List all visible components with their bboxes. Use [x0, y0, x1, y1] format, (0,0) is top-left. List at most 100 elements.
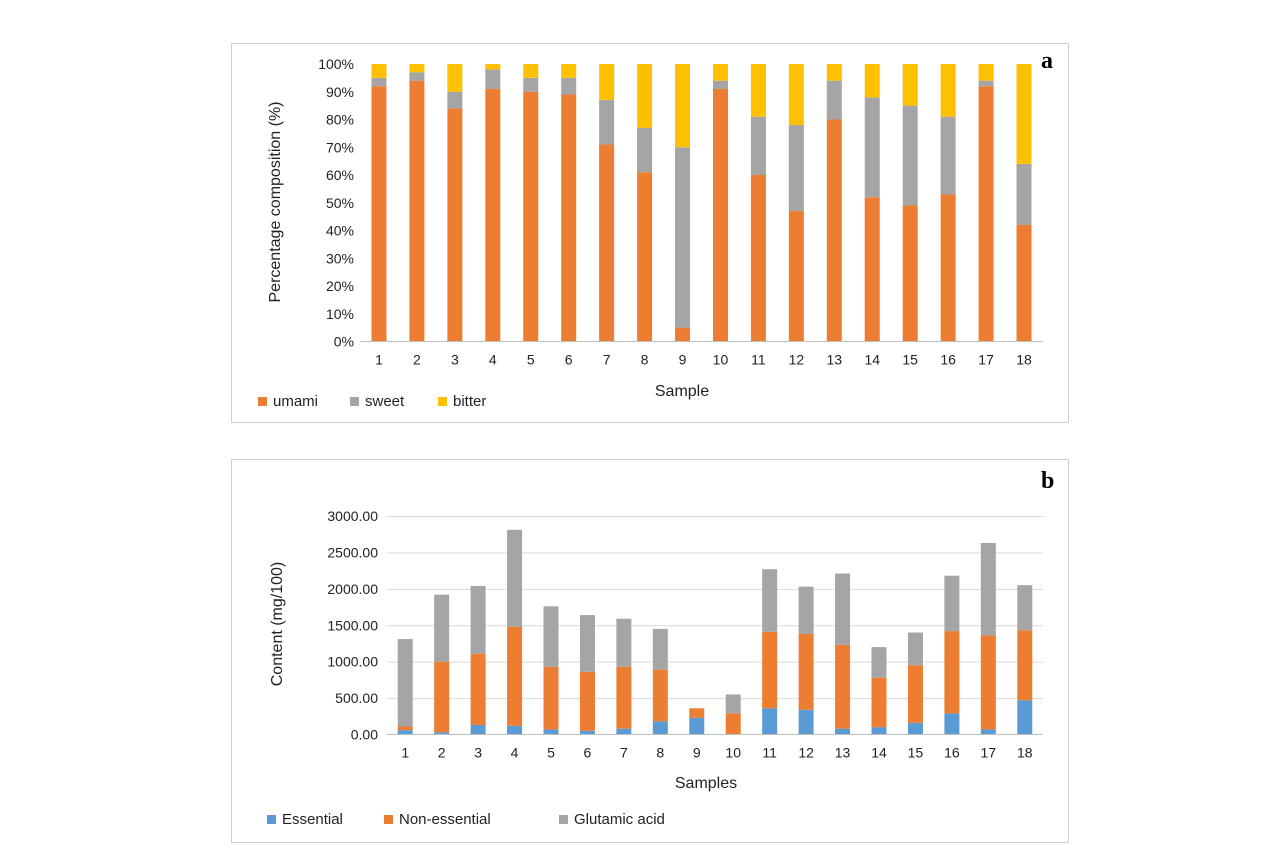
x-axis-title: Sample [655, 383, 709, 400]
bar-umami-3 [447, 108, 463, 342]
x-tick-label: 5 [527, 352, 535, 368]
bar-glutamic-acid-16 [944, 575, 960, 632]
bar-umami-18 [1016, 224, 1032, 342]
bar-non-essential-18 [1017, 630, 1033, 701]
bar-glutamic-acid-2 [434, 594, 450, 662]
stacked-content-chart: b 0.00 500.00 1000.00 1500.00 2000.00 2500.00… [267, 468, 1054, 828]
bar-umami-16 [940, 194, 956, 342]
bar-umami-17 [978, 86, 994, 342]
bar-non-essential-1 [397, 726, 413, 731]
x-tick-label: 2 [413, 352, 421, 368]
x-tick-label: 9 [693, 745, 701, 761]
bar-essential-1 [397, 730, 413, 735]
bar-sweet-6 [561, 77, 577, 95]
bar-sweet-11 [750, 116, 766, 175]
x-tick-label: 3 [474, 745, 482, 761]
bar-essential-9 [689, 717, 705, 735]
x-tick-label: 7 [620, 745, 628, 761]
bar-glutamic-acid-3 [470, 585, 486, 654]
x-tick-label: 8 [656, 745, 664, 761]
legend-label: bitter [453, 393, 486, 410]
bar-umami-8 [637, 172, 653, 342]
bar-essential-2 [434, 732, 450, 735]
bar-bitter-11 [750, 64, 766, 117]
bar-umami-12 [788, 211, 804, 342]
bar-bitter-5 [523, 64, 539, 78]
y-tick-label: 50% [326, 195, 354, 211]
bar-non-essential-14 [871, 677, 887, 728]
bar-essential-3 [470, 725, 486, 735]
x-tick-label: 11 [751, 352, 766, 368]
y-tick-label: 1500.00 [327, 617, 378, 633]
bar-sweet-18 [1016, 163, 1032, 225]
bar-bitter-18 [1016, 64, 1032, 164]
bar-umami-2 [409, 80, 425, 342]
bar-sweet-10 [712, 80, 728, 89]
bar-non-essential-6 [579, 671, 595, 731]
bar-bitter-3 [447, 64, 463, 92]
bar-bitter-12 [788, 64, 804, 126]
legend-swatch-sweet [350, 397, 359, 406]
y-tick-label: 10% [326, 306, 354, 322]
bar-bitter-17 [978, 64, 994, 81]
bar-non-essential-17 [980, 635, 996, 730]
bar-non-essential-8 [652, 669, 668, 722]
y-tick-label: 0% [334, 334, 354, 350]
bar-essential-11 [762, 708, 778, 735]
bar-essential-17 [980, 729, 996, 735]
legend-swatch-non-essential [384, 815, 393, 824]
bar-essential-7 [616, 728, 632, 735]
y-tick-label: 500.00 [335, 690, 378, 706]
panel-label-a: a [1041, 48, 1053, 74]
legend: Essential Non-essential Glutamic acid [267, 811, 665, 828]
x-tick-label: 11 [762, 745, 777, 761]
bar-essential-8 [652, 721, 668, 735]
x-tick-label: 15 [908, 745, 924, 761]
bar-non-essential-3 [470, 653, 486, 726]
bar-non-essential-9 [689, 708, 705, 718]
bar-non-essential-13 [835, 644, 851, 729]
bar-umami-14 [864, 197, 880, 342]
bar-glutamic-acid-7 [616, 618, 632, 667]
bar-bitter-14 [864, 64, 880, 98]
bar-glutamic-acid-13 [835, 573, 851, 645]
bar-sweet-4 [485, 69, 501, 89]
y-tick-label: 40% [326, 223, 354, 239]
x-tick-label: 4 [489, 352, 497, 368]
x-tick-label: 1 [401, 745, 409, 761]
x-tick-label: 4 [511, 745, 519, 761]
bar-essential-16 [944, 713, 960, 735]
bar-non-essential-12 [798, 633, 814, 710]
bar-sweet-15 [902, 105, 918, 206]
x-tick-label: 3 [451, 352, 459, 368]
bar-glutamic-acid-18 [1017, 585, 1033, 631]
bar-non-essential-11 [762, 631, 778, 709]
bar-essential-13 [835, 728, 851, 735]
bar-bitter-2 [409, 64, 425, 73]
x-tick-label: 5 [547, 745, 555, 761]
bar-sweet-8 [637, 127, 653, 173]
x-tick-label: 9 [679, 352, 687, 368]
y-tick-label: 20% [326, 278, 354, 294]
bar-umami-15 [902, 205, 918, 342]
bar-non-essential-4 [507, 626, 523, 726]
bar-non-essential-16 [944, 631, 960, 714]
bar-bitter-4 [485, 64, 501, 70]
bar-sweet-3 [447, 91, 463, 109]
x-tick-label: 18 [1016, 352, 1032, 368]
bar-bitter-15 [902, 64, 918, 106]
x-tick-label: 2 [438, 745, 446, 761]
x-tick-label: 6 [565, 352, 573, 368]
panel-label-b: b [1041, 468, 1054, 494]
x-tick-label: 12 [789, 352, 805, 368]
bar-sweet-7 [599, 100, 615, 145]
y-tick-label: 90% [326, 84, 354, 100]
y-tick-label: 80% [326, 112, 354, 128]
bar-glutamic-acid-5 [543, 606, 559, 667]
x-tick-label: 15 [902, 352, 918, 368]
y-tick-label: 2500.00 [327, 544, 378, 560]
bar-sweet-1 [371, 77, 387, 87]
bar-bitter-8 [637, 64, 653, 128]
y-tick-label: 100% [318, 56, 354, 72]
